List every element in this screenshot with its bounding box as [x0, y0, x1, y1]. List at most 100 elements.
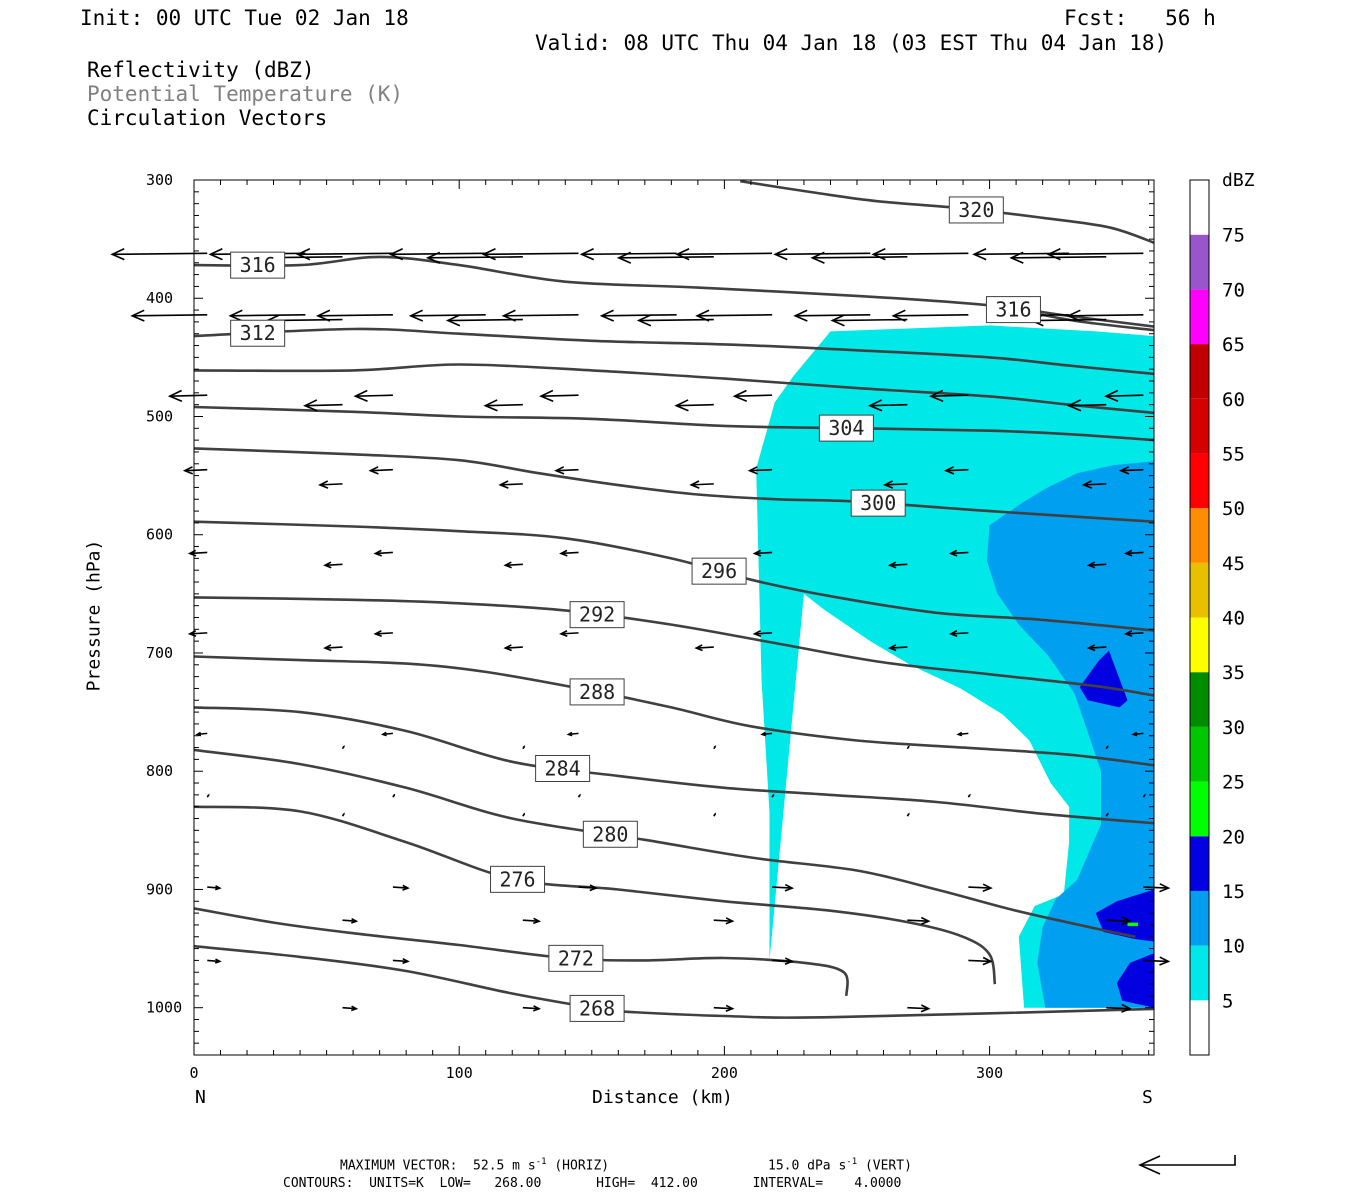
colorbar-bin-65 — [1190, 289, 1209, 345]
vector-10-8 — [948, 630, 969, 638]
vector-15-7-head — [907, 812, 910, 816]
vector-19-9-head — [1121, 1003, 1132, 1013]
vector-13-9-head — [1106, 745, 1109, 748]
vector-2-5-head — [599, 309, 615, 322]
vector-2-0 — [130, 309, 208, 322]
vector-2-10-shaft — [1068, 313, 1144, 317]
contour-label-272: 272 — [548, 944, 604, 972]
vector-1-5-shaft — [618, 256, 714, 259]
vector-1-7-head — [810, 251, 825, 264]
contour-label-box — [569, 601, 625, 629]
vector-18-6-head — [784, 957, 795, 965]
vector-4-6 — [732, 389, 773, 403]
field-circulation-vectors: Circulation Vectors — [87, 106, 328, 130]
vector-18-0-head — [214, 958, 222, 964]
contour-label-box — [230, 251, 286, 279]
vector-19-1-shaft — [342, 1006, 357, 1010]
colorbar-label-15: 15 — [1222, 881, 1245, 903]
max-vector-label: MAXIMUM VECTOR: 52.5 m s — [340, 1158, 536, 1174]
reference-vector — [1138, 1155, 1236, 1175]
reflectivity-region-15dbz — [1116, 953, 1154, 1008]
vector-8-2 — [373, 549, 393, 557]
vector-17-1-shaft — [342, 919, 357, 923]
vector-4-0-head — [167, 389, 183, 403]
y-tick-label-800: 800 — [146, 762, 173, 780]
y-tick-label-600: 600 — [146, 526, 173, 544]
vert-value: 15.0 dPa s — [768, 1158, 847, 1174]
vector-11-1-shaft — [324, 646, 343, 649]
vector-3-3-shaft — [447, 318, 523, 322]
vector-5-7 — [867, 399, 908, 412]
vector-19-3 — [522, 1005, 542, 1012]
vector-8-2-shaft — [375, 551, 393, 555]
vector-7-3-head — [498, 480, 509, 489]
colorbar-label-5: 5 — [1222, 990, 1233, 1012]
colorbar-unit: dBZ — [1222, 170, 1255, 191]
contour-label-text: 280 — [592, 822, 628, 846]
contour-label-box — [850, 489, 906, 517]
contour-label-text: 312 — [240, 321, 276, 345]
vector-12-2-head — [380, 731, 387, 737]
vector-7-9 — [1081, 480, 1107, 489]
vector-19-5-head — [725, 1004, 735, 1013]
vector-7-9-shaft — [1083, 483, 1107, 486]
vector-6-4 — [554, 466, 579, 475]
vector-12-0 — [195, 731, 208, 737]
colorbar-label-40: 40 — [1222, 608, 1245, 630]
vector-17-1 — [342, 917, 359, 924]
contour-label-box — [230, 319, 286, 347]
vector-14-6 — [771, 793, 775, 798]
contour-label-276: 276 — [490, 865, 546, 893]
contour-label-text: 300 — [860, 491, 896, 515]
colorbar-bin-45 — [1190, 508, 1209, 563]
vector-6-6-head — [747, 466, 758, 475]
vector-10-10-shaft — [1125, 632, 1144, 635]
vector-14-6-head — [772, 793, 775, 797]
colorbar-bin-40 — [1190, 562, 1209, 618]
vector-19-3-head — [532, 1005, 542, 1012]
vector-18-2-head — [402, 957, 410, 965]
init-time: Init: 00 UTC Tue 02 Jan 18 — [80, 6, 409, 30]
vector-10-2-shaft — [375, 632, 393, 635]
vector-2-7 — [793, 309, 871, 322]
contour-label-text: 276 — [499, 867, 535, 891]
vector-6-8 — [943, 466, 969, 475]
y-tick-label-1000: 1000 — [146, 999, 182, 1017]
vector-3-9-shaft — [1031, 318, 1107, 322]
vector-16-4 — [578, 884, 598, 892]
theta-contour-292k — [194, 596, 1154, 697]
vector-11-5-head — [694, 644, 703, 652]
vector-11-5 — [694, 644, 714, 652]
vector-0-4 — [481, 248, 579, 261]
contour-label-box — [535, 754, 591, 782]
y-tick-label-500: 500 — [146, 407, 173, 425]
contour-label-box — [569, 678, 625, 706]
vector-18-2 — [392, 957, 410, 965]
vector-1-9-shaft — [1011, 256, 1107, 259]
vector-9-9-shaft — [1088, 563, 1107, 567]
vector-8-6-shaft — [754, 551, 773, 555]
vector-16-8-head — [982, 883, 993, 893]
vector-13-1 — [341, 745, 345, 750]
vector-17-1-head — [351, 917, 359, 924]
vector-19-1-head — [351, 1005, 359, 1012]
vector-15-3-head — [522, 812, 526, 816]
vector-8-10-shaft — [1125, 551, 1144, 555]
contour-label-text: 272 — [558, 946, 594, 970]
vector-12-6-head — [760, 731, 767, 737]
vector-16-10 — [1143, 883, 1171, 893]
x-axis-title: Distance (km) — [592, 1087, 733, 1108]
reference-vector-arrow — [1138, 1155, 1236, 1175]
vector-17-7-shaft — [907, 919, 929, 923]
vector-5-3-shaft — [485, 403, 523, 407]
theta-contour-276k — [194, 805, 997, 985]
vector-11-1-head — [323, 644, 332, 652]
vector-2-4-shaft — [503, 313, 579, 317]
circulation-vectors — [110, 248, 1171, 1013]
colorbar-label-55: 55 — [1222, 443, 1245, 465]
vector-1-9 — [1009, 251, 1107, 264]
contour-label-316: 316 — [985, 296, 1041, 324]
vector-6-2-head — [368, 466, 379, 475]
reflectivity-region-20dbz — [1127, 922, 1139, 927]
